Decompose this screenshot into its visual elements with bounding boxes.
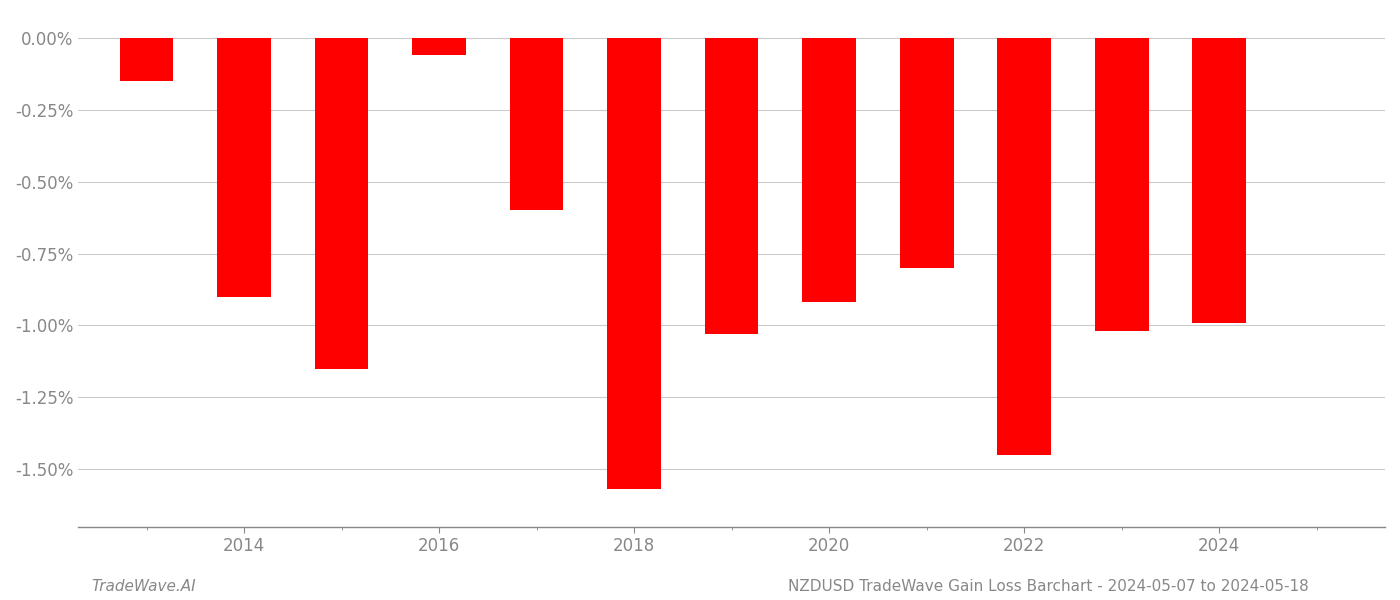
Bar bbox=[217, 38, 272, 296]
Bar bbox=[997, 38, 1051, 455]
Text: NZDUSD TradeWave Gain Loss Barchart - 2024-05-07 to 2024-05-18: NZDUSD TradeWave Gain Loss Barchart - 20… bbox=[788, 579, 1309, 594]
Bar bbox=[315, 38, 368, 368]
Bar bbox=[608, 38, 661, 489]
Text: TradeWave.AI: TradeWave.AI bbox=[91, 579, 196, 594]
Bar bbox=[510, 38, 563, 211]
Bar bbox=[802, 38, 855, 302]
Bar bbox=[120, 38, 174, 81]
Bar bbox=[704, 38, 759, 334]
Bar bbox=[1193, 38, 1246, 323]
Bar bbox=[900, 38, 953, 268]
Bar bbox=[413, 38, 466, 55]
Bar bbox=[1095, 38, 1148, 331]
